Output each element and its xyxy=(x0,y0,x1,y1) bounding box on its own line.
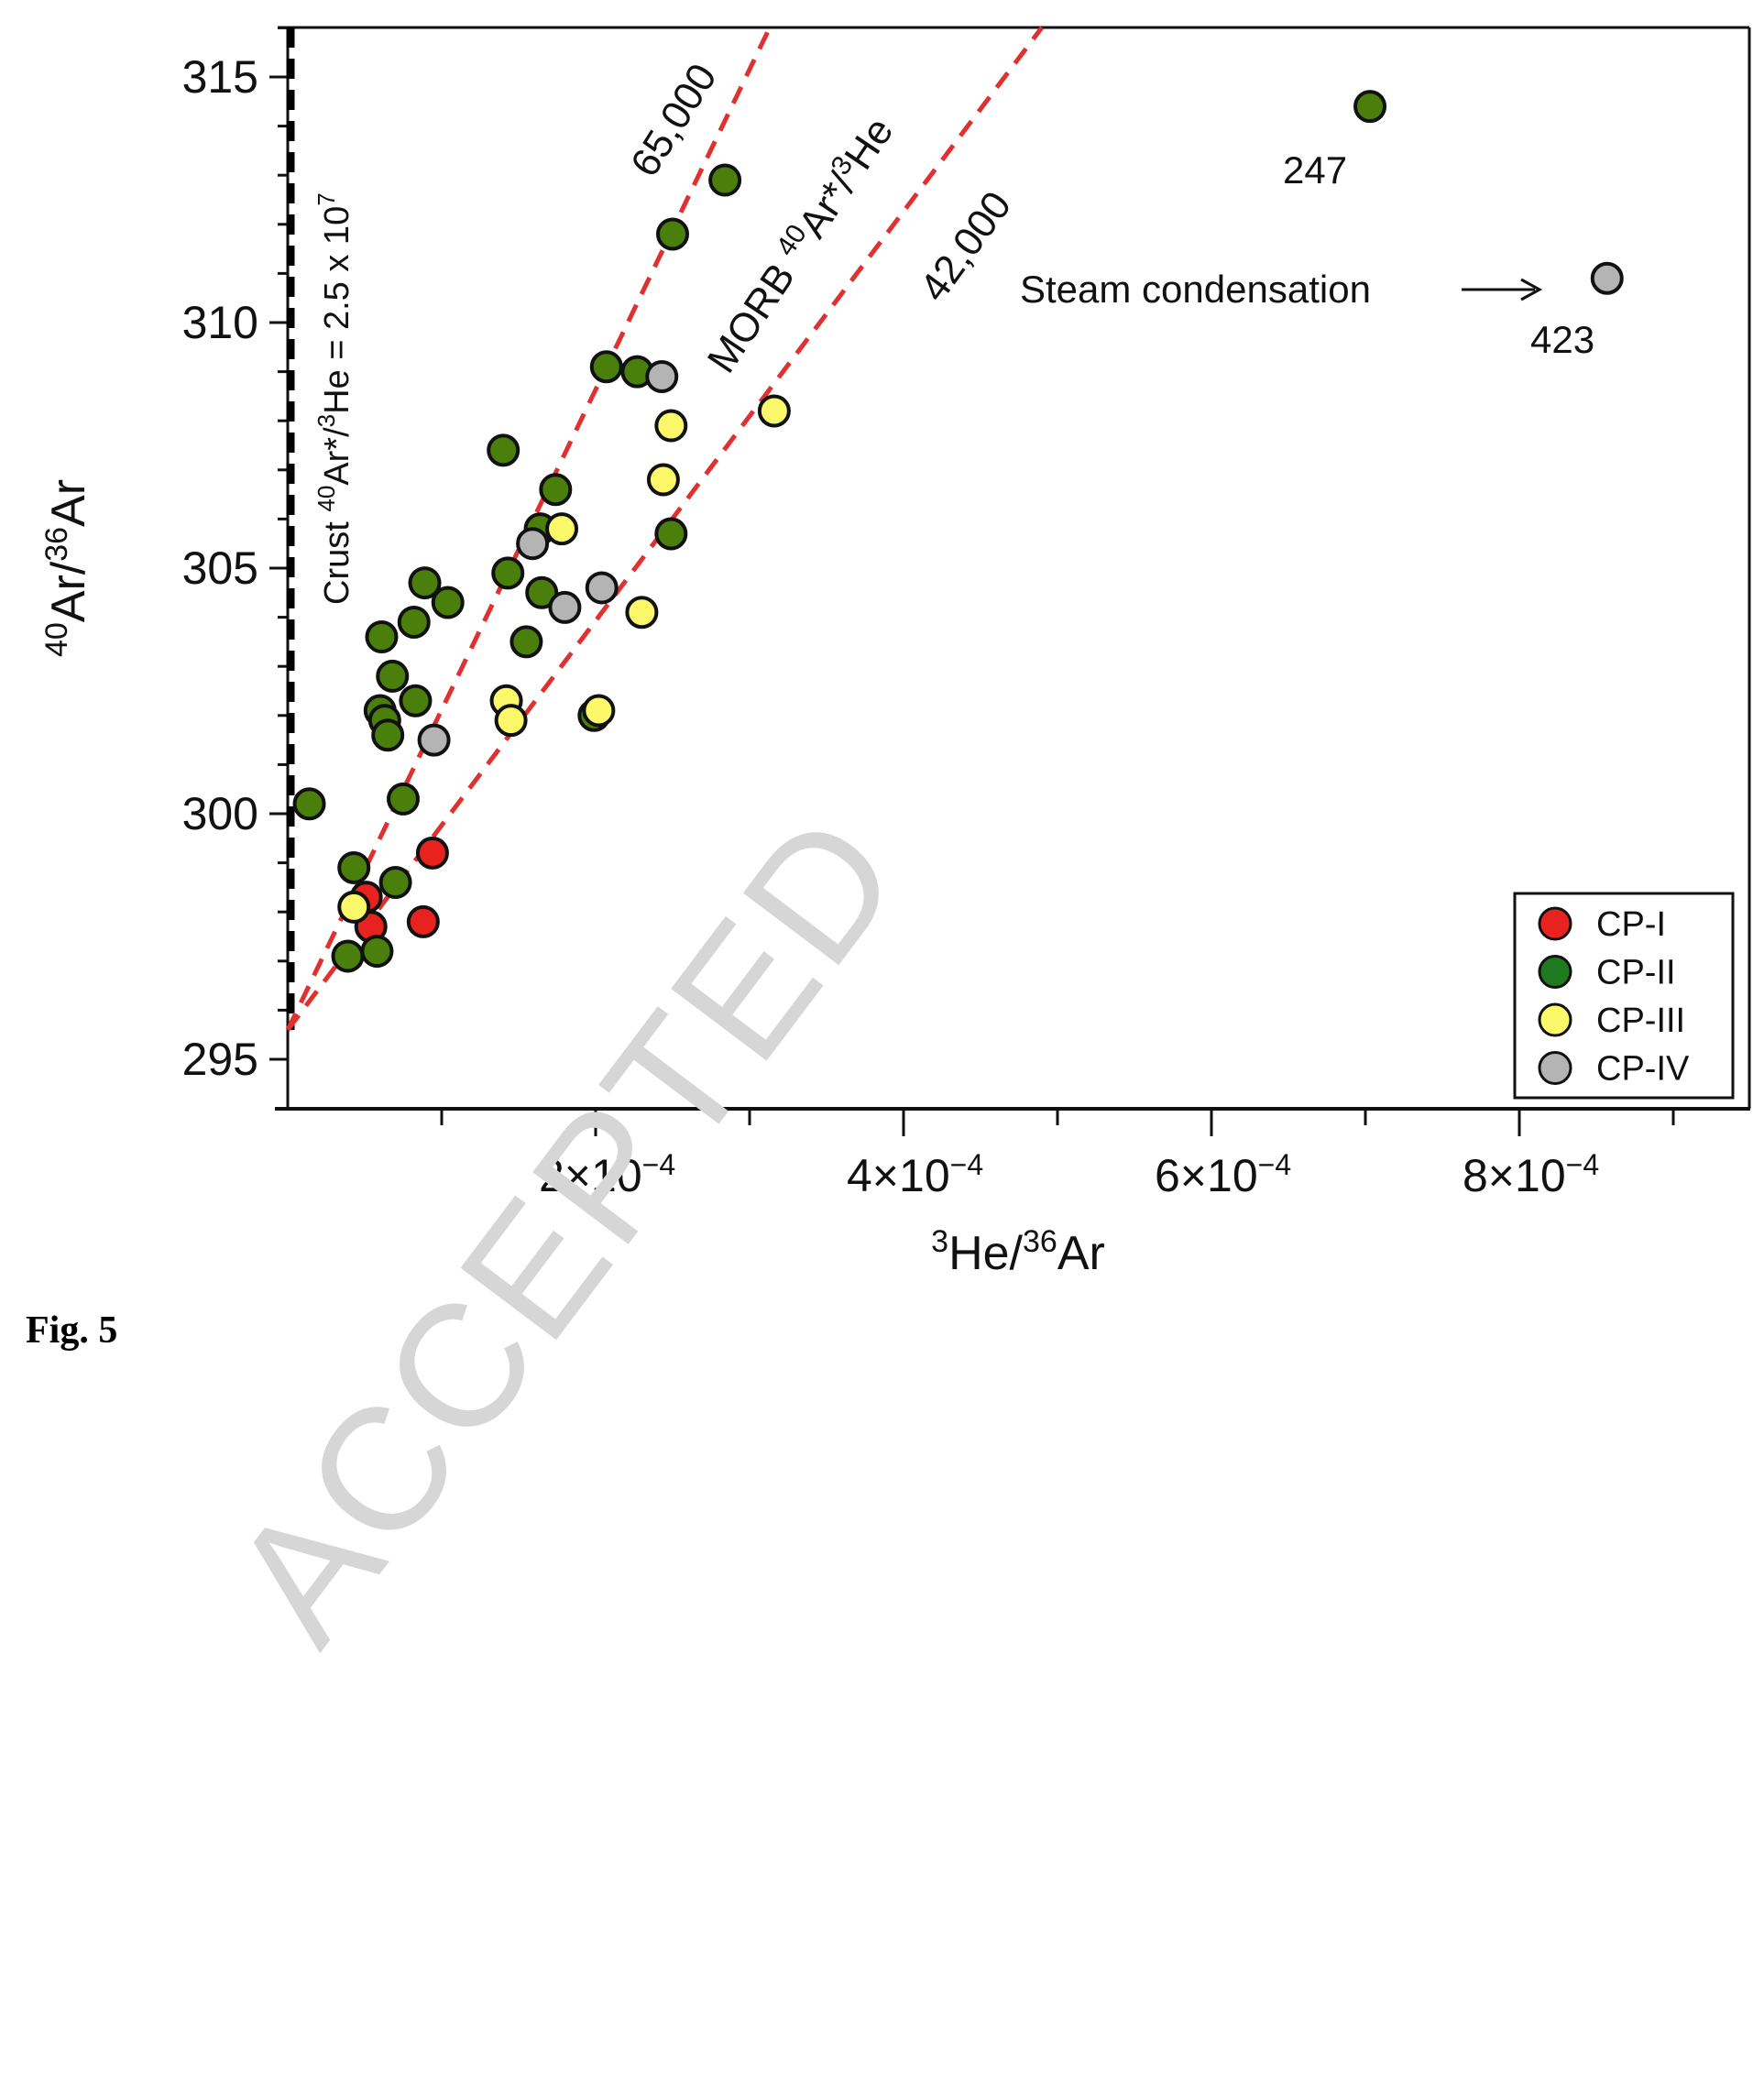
data-point-cp-i xyxy=(406,904,440,938)
data-point-cp-iii xyxy=(625,596,659,630)
data-point-cp-iii xyxy=(646,463,680,497)
data-point-cp-iv xyxy=(417,723,451,757)
x-tick-label: 2×10−4 xyxy=(539,1148,675,1201)
data-point-cp-ii xyxy=(539,473,573,507)
data-point-cp-ii xyxy=(431,586,465,619)
data-points xyxy=(292,90,1624,973)
data-point-cp-ii xyxy=(656,217,689,251)
data-point-cp-iv xyxy=(516,527,550,561)
legend-label: CP-IV xyxy=(1596,1050,1690,1089)
y-axis-ticks: 295 300 305 310 315 xyxy=(182,26,288,1085)
y-tick-label: 310 xyxy=(182,297,258,348)
data-point-cp-ii xyxy=(337,850,371,884)
legend-marker-icon xyxy=(1538,955,1572,989)
morb-42000-label: 42,000 xyxy=(911,183,1020,310)
data-point-cp-iii xyxy=(545,512,579,546)
data-point-cp-ii xyxy=(589,350,623,384)
y-tick-label: 295 xyxy=(182,1034,258,1085)
crust-ratio-label: Crust 40Ar*/3He = 2.5 x 107 xyxy=(312,192,356,605)
legend-marker-icon xyxy=(1538,1002,1572,1037)
data-point-cp-ii xyxy=(1353,90,1387,124)
data-point-cp-ii xyxy=(360,935,394,969)
x-axis-title: 3He/36Ar xyxy=(931,1224,1105,1280)
data-point-cp-ii xyxy=(399,684,433,717)
x-axis-ticks: 2×10−4 4×10−4 6×10−4 8×10−4 xyxy=(440,1109,1675,1201)
morb-ratio-label: MORB 40Ar*/3He xyxy=(696,108,903,381)
figure-caption: Fig. 5 xyxy=(26,1309,118,1352)
y-tick-label: 315 xyxy=(182,51,258,103)
data-point-cp-ii xyxy=(378,866,412,900)
data-point-cp-ii xyxy=(509,625,543,659)
data-point-cp-ii xyxy=(408,566,442,600)
data-point-cp-ii xyxy=(654,517,688,551)
y-axis-title: 40Ar/36Ar xyxy=(39,479,95,657)
data-point-cp-iv xyxy=(548,590,582,624)
arrow-icon xyxy=(1462,278,1543,301)
legend-label: CP-III xyxy=(1596,1002,1685,1040)
data-point-cp-iv xyxy=(585,571,619,605)
x-tick-label: 6×10−4 xyxy=(1155,1148,1291,1201)
legend: CP-I CP-II CP-III CP-IV xyxy=(1513,892,1735,1100)
data-point-cp-ii xyxy=(292,787,326,821)
data-point-cp-iii xyxy=(337,890,371,924)
y-tick-label: 300 xyxy=(182,788,258,839)
data-point-cp-iii xyxy=(757,394,791,428)
data-point-cp-ii xyxy=(331,939,365,973)
x-tick-label: 4×10−4 xyxy=(847,1148,983,1201)
data-point-cp-ii xyxy=(376,659,410,693)
sample-label-423: 423 xyxy=(1530,318,1594,361)
data-point-cp-ii xyxy=(487,433,520,467)
morb-65000-label: 65,000 xyxy=(622,56,726,184)
data-point-cp-iv xyxy=(1590,261,1624,295)
data-point-cp-i xyxy=(415,836,449,870)
data-point-cp-iv xyxy=(645,359,679,393)
data-point-cp-iii xyxy=(494,704,528,738)
legend-marker-icon xyxy=(1538,1051,1572,1085)
plot-frame xyxy=(275,26,1751,1111)
data-point-cp-ii xyxy=(371,718,405,752)
legend-label: CP-II xyxy=(1596,954,1676,992)
legend-marker-icon xyxy=(1538,906,1572,941)
data-point-cp-ii xyxy=(397,605,431,639)
sample-label-247: 247 xyxy=(1283,148,1347,192)
legend-label: CP-I xyxy=(1596,905,1666,944)
data-point-cp-ii xyxy=(491,556,525,590)
data-point-cp-iii xyxy=(582,694,616,728)
scatter-chart: 295 300 305 310 315 2×10−4 4×10−4 6×10−4 8×10−4… xyxy=(39,26,1751,1280)
data-point-cp-iii xyxy=(654,409,688,443)
steam-condensation-label: Steam condensation xyxy=(1020,268,1371,311)
data-point-cp-ii xyxy=(708,163,742,197)
y-tick-label: 305 xyxy=(182,542,258,594)
x-tick-label: 8×10−4 xyxy=(1463,1148,1599,1201)
morb-42000-line xyxy=(286,26,1044,1032)
data-point-cp-ii xyxy=(387,782,420,816)
data-point-cp-ii xyxy=(525,575,559,609)
data-point-cp-ii xyxy=(365,620,399,654)
